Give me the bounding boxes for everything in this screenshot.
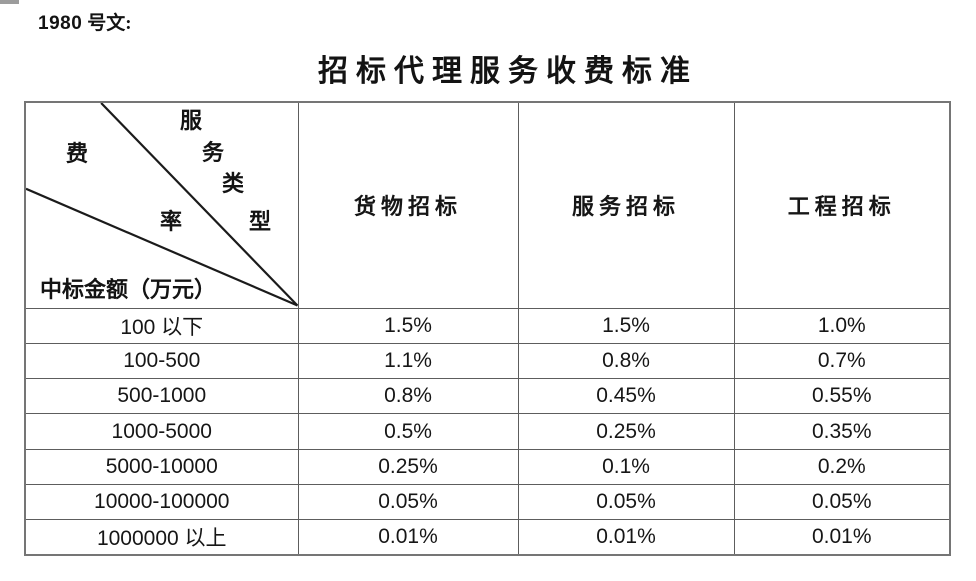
goods-rate-cell: 0.5%	[297, 413, 519, 450]
goods-rate-cell: 0.05%	[297, 483, 519, 521]
table-row: 5000-10000 0.25% 0.1% 0.2%	[24, 448, 951, 485]
engineering-rate-cell: 0.55%	[733, 378, 951, 415]
column-header-service: 服务招标	[517, 101, 735, 309]
table-row: 100-500 1.1% 0.8% 0.7%	[24, 342, 951, 380]
table-row: 1000000 以上 0.01% 0.01% 0.01%	[24, 519, 951, 556]
diagonal-corner-cell: 服 务 类 型 费 率 中标金额（万元）	[24, 101, 299, 309]
table-row: 1000-5000 0.5% 0.25% 0.35%	[24, 413, 951, 450]
service-rate-cell: 0.01%	[517, 519, 735, 556]
table-row: 500-1000 0.8% 0.45% 0.55%	[24, 378, 951, 415]
goods-rate-cell: 1.5%	[297, 307, 519, 344]
engineering-rate-cell: 0.7%	[733, 342, 951, 380]
column-header-engineering: 工程招标	[733, 101, 951, 309]
document-number: 1980 号文:	[38, 8, 132, 35]
engineering-rate-cell: 0.05%	[733, 483, 951, 521]
corner-label-service-type-char: 类	[222, 171, 245, 196]
fee-rate-table: 服 务 类 型 费 率 中标金额（万元） 货物招标 服务招标 工程招标 100 …	[24, 101, 951, 557]
table-header-row: 服 务 类 型 费 率 中标金额（万元） 货物招标 服务招标 工程招标	[24, 101, 951, 309]
service-rate-cell: 0.45%	[517, 378, 735, 415]
service-rate-cell: 1.5%	[517, 307, 735, 344]
corner-label-service-type-char: 务	[202, 140, 225, 165]
corner-amount-axis-label: 中标金额（万元）	[40, 277, 217, 302]
amount-range-cell: 10000-100000	[24, 483, 299, 521]
column-header-goods: 货物招标	[297, 101, 519, 309]
goods-rate-cell: 0.01%	[297, 519, 519, 556]
table-row: 100 以下 1.5% 1.5% 1.0%	[24, 307, 951, 344]
amount-range-cell: 500-1000	[24, 378, 299, 415]
service-rate-cell: 0.1%	[517, 448, 735, 485]
page-title: 招标代理服务收费标准	[318, 55, 698, 88]
document-number-label: 号文:	[87, 13, 132, 34]
goods-rate-cell: 1.1%	[297, 342, 519, 380]
service-rate-cell: 0.8%	[517, 342, 735, 380]
goods-rate-cell: 0.8%	[297, 378, 519, 415]
corner-label-fee-rate-char: 率	[160, 209, 183, 234]
amount-range-cell: 100-500	[24, 342, 299, 380]
corner-label-fee-rate-char: 费	[66, 141, 89, 166]
corner-label-service-type-char: 型	[249, 209, 272, 234]
engineering-rate-cell: 0.01%	[733, 519, 951, 556]
corner-label-service-type-char: 服	[180, 108, 203, 133]
document-number-value: 1980	[38, 13, 83, 34]
amount-range-cell: 1000-5000	[24, 413, 299, 450]
engineering-rate-cell: 0.2%	[733, 448, 951, 485]
engineering-rate-cell: 1.0%	[733, 307, 951, 344]
service-rate-cell: 0.25%	[517, 413, 735, 450]
amount-range-cell: 1000000 以上	[24, 519, 299, 556]
table-row: 10000-100000 0.05% 0.05% 0.05%	[24, 483, 951, 521]
amount-range-cell: 5000-10000	[24, 448, 299, 485]
goods-rate-cell: 0.25%	[297, 448, 519, 485]
engineering-rate-cell: 0.35%	[733, 413, 951, 450]
service-rate-cell: 0.05%	[517, 483, 735, 521]
scan-artifact-mark	[0, 0, 19, 4]
diagonal-divider-lines	[26, 103, 297, 307]
amount-range-cell: 100 以下	[24, 307, 299, 344]
